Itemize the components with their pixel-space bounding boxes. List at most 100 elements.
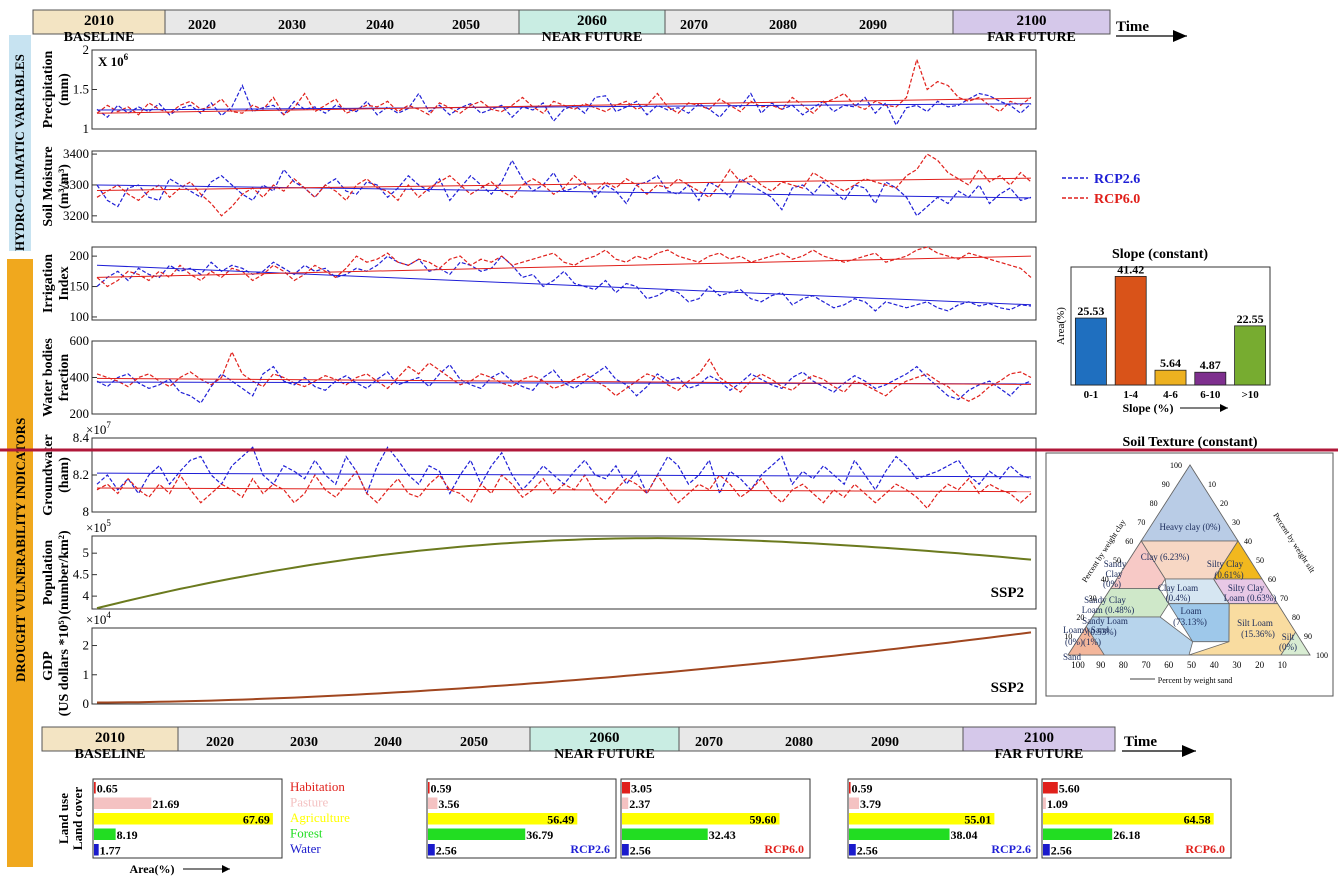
soil-tick-bottom: 10: [1278, 660, 1288, 670]
landuse-scenario: RCP2.6: [570, 842, 610, 856]
soil-tick-right: 20: [1220, 499, 1228, 508]
series-gdp: [97, 631, 1032, 704]
timeline-box-year: 2010: [84, 13, 114, 29]
timeline-time-label: Time: [1124, 734, 1157, 750]
class-clay: Clay (6.23%): [1141, 552, 1190, 562]
trend-RCP6.0: [96, 255, 1032, 278]
timeline-year: 2040: [366, 18, 394, 33]
timeline-box-year: 2060: [577, 13, 607, 29]
soil-tick-left: 60: [1125, 537, 1133, 546]
panel-soil: 3200 3300 3400 Soil Moisture (m³/m³): [41, 146, 1037, 227]
trend-RCP6.0: [96, 377, 1032, 385]
landuse-bar: [622, 782, 631, 794]
region-sandy-clay-loam: [1091, 588, 1170, 618]
landuse-category: Forest: [290, 826, 323, 841]
soil-tick-bottom: 90: [1096, 660, 1106, 670]
timeline-year: 2090: [871, 735, 899, 750]
slope-value-label: 22.55: [1237, 312, 1264, 326]
trend-RCP2.6: [96, 184, 1032, 199]
class-clay-loam: Clay Loam: [1158, 583, 1198, 593]
ylabel: Irrigation: [41, 254, 56, 313]
timeline-box: [41, 726, 179, 752]
slope-chart: Slope (constant) 25.53 0-1 41.42 1-4 5.64 4-6 4…: [1055, 247, 1271, 415]
soil-tick-right: 60: [1268, 575, 1276, 584]
soil-tick-bottom: 70: [1142, 660, 1152, 670]
landuse-value-label: 2.56: [436, 844, 457, 858]
panel-frame: [91, 535, 1037, 610]
class-silt-value: (0%): [1279, 642, 1297, 652]
scenario-label: SSP2: [991, 680, 1024, 696]
multiplier: ×104: [86, 610, 111, 627]
soil-tick-right: 80: [1292, 613, 1300, 622]
landuse-value-label: 32.43: [709, 828, 736, 842]
landuse-bar: [1043, 782, 1058, 794]
axis-sand: Percent by weight sand: [1158, 676, 1232, 685]
trend-RCP2.6: [96, 472, 1032, 478]
class-silty-clay: Silty Clay: [1207, 559, 1244, 569]
landuse-value-label: 21.69: [152, 797, 179, 811]
time-arrow-head: [1173, 30, 1187, 42]
slope-category: 1-4: [1123, 389, 1138, 401]
landuse-ylabel: Land cover: [70, 787, 85, 850]
slope-category: 0-1: [1084, 389, 1099, 401]
landuse-scenario: RCP6.0: [764, 842, 804, 856]
landuse-bar: [622, 844, 629, 856]
landuse-value-label: 59.60: [750, 813, 777, 827]
ytick-label: 1: [83, 667, 90, 682]
soil-tick-bottom: 60: [1164, 660, 1174, 670]
ytick-label: 100: [70, 309, 90, 324]
panel-frame: [91, 246, 1037, 321]
soil-tick-left: 70: [1137, 518, 1145, 527]
panel-precip: 1 1.5 2 Precipitation (mm) X 106: [41, 42, 1037, 136]
ytick-label: 5: [83, 545, 90, 560]
timeline-year: 2030: [290, 735, 318, 750]
soil-tick-right: 30: [1232, 518, 1240, 527]
timeline-box-label: FAR FUTURE: [987, 30, 1076, 45]
slope-bar: [1074, 317, 1107, 386]
landuse-category: Habitation: [290, 779, 345, 794]
soil-tick-left: 20: [1076, 613, 1084, 622]
landuse-bar: [94, 844, 99, 856]
landuse-panel: 0.65 21.69 67.69 8.19 1.77: [92, 778, 283, 859]
class-loam-value: (73.13%): [1173, 617, 1207, 627]
landuse-value-label: 55.01: [964, 813, 991, 827]
ytick-label: 200: [70, 248, 90, 263]
landuse-bar: [428, 844, 435, 856]
landuse-value-label: 2.56: [1051, 844, 1072, 858]
soil-tick-left: 50: [1113, 556, 1121, 565]
soil-tick-left: 90: [1162, 480, 1170, 489]
soil-tick-left: 10: [1064, 632, 1072, 641]
soil-tick-bottom: 30: [1232, 660, 1242, 670]
class-loamy-sand: Loamy Sand: [1063, 625, 1109, 635]
landuse-arrow-head: [222, 865, 230, 873]
landuse-value-label: 26.18: [1113, 828, 1140, 842]
legend-label: RCP6.0: [1094, 192, 1140, 207]
soil-tick-bottom: 20: [1255, 660, 1265, 670]
multiplier: ×105: [86, 518, 111, 535]
panel-frame: [91, 340, 1037, 415]
timeline-year: 2020: [206, 735, 234, 750]
timeline-box-label: NEAR FUTURE: [554, 747, 655, 762]
timeline-year: 2070: [680, 18, 708, 33]
landuse-bar: [849, 797, 860, 809]
timeline-year: 2070: [695, 735, 723, 750]
slope-xlabel: Slope (%): [1123, 401, 1174, 415]
timeline-box-year: 2100: [1024, 730, 1054, 746]
slope-value-label: 25.53: [1077, 304, 1104, 318]
timeline-year: 2050: [452, 18, 480, 33]
class-heavy-clay: Heavy clay (0%): [1160, 522, 1221, 532]
slope-value-label: 4.87: [1200, 358, 1221, 372]
landuse-value-label: 1.77: [100, 844, 121, 858]
landuse-value-label: 3.79: [860, 797, 881, 811]
multiplier-exp: 5: [106, 518, 111, 528]
region-loamy-sand: [1067, 625, 1106, 656]
landuse-bar: [94, 782, 96, 794]
class-sand: Sand: [1063, 652, 1082, 662]
landuse-category: Water: [290, 841, 321, 856]
timeline-box: [32, 9, 166, 35]
landuse-value-label: 2.56: [630, 844, 651, 858]
panel-water: 200 400 600 Water bodies fraction: [41, 333, 1037, 421]
soil-tick-right: 70: [1280, 594, 1288, 603]
class-silt: Silt: [1282, 632, 1295, 642]
